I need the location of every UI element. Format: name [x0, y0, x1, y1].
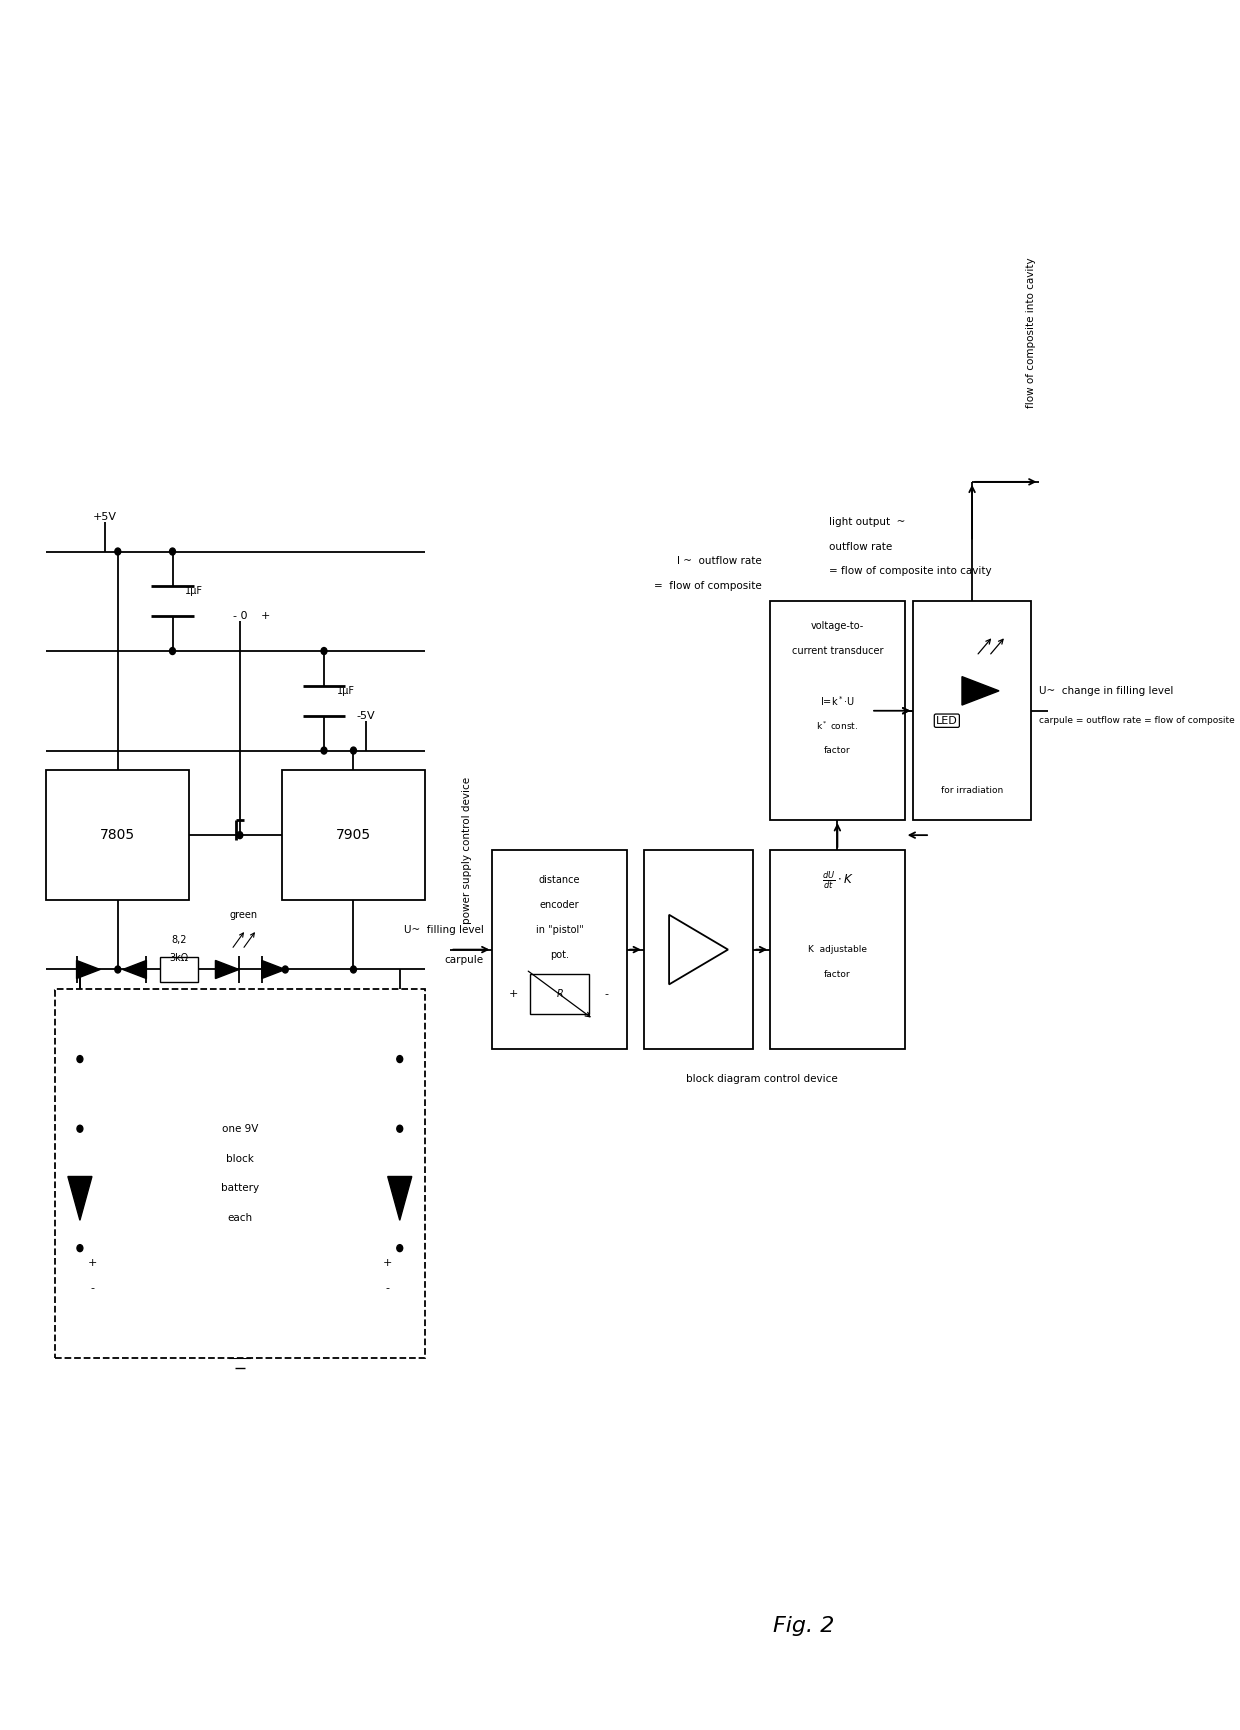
Text: voltage-to-: voltage-to- — [811, 621, 864, 631]
Circle shape — [397, 1244, 403, 1251]
Text: 8,2: 8,2 — [171, 934, 186, 945]
Text: +: + — [88, 1258, 97, 1268]
Text: +: + — [508, 990, 518, 1000]
Text: block: block — [226, 1154, 254, 1164]
Bar — [913, 602, 1030, 820]
Text: K  adjustable: K adjustable — [808, 945, 867, 953]
Polygon shape — [123, 960, 146, 979]
Text: 3kΩ: 3kΩ — [169, 953, 188, 962]
Polygon shape — [216, 960, 239, 979]
Text: distance: distance — [539, 875, 580, 886]
Text: 7805: 7805 — [100, 829, 135, 843]
Text: I ~  outflow rate: I ~ outflow rate — [677, 557, 761, 566]
Text: +: + — [260, 611, 270, 621]
Circle shape — [115, 548, 120, 555]
Bar — [55, 990, 425, 1358]
Text: flow of composite into cavity: flow of composite into cavity — [1025, 258, 1035, 408]
Circle shape — [115, 965, 120, 972]
Circle shape — [283, 965, 288, 972]
Text: R: R — [557, 990, 563, 1000]
Circle shape — [237, 832, 243, 839]
Text: +5V: +5V — [93, 512, 117, 522]
Bar — [770, 849, 905, 1048]
Text: for irradiation: for irradiation — [941, 785, 1003, 794]
Bar — [492, 849, 627, 1048]
Text: encoder: encoder — [539, 900, 579, 910]
Text: +: + — [382, 1258, 392, 1268]
Text: -: - — [91, 1284, 94, 1292]
Text: LED: LED — [936, 716, 957, 725]
Text: -5V: -5V — [357, 711, 376, 721]
Circle shape — [351, 747, 356, 754]
Text: battery: battery — [221, 1183, 259, 1194]
Text: =  flow of composite: = flow of composite — [653, 581, 761, 592]
Bar — [770, 602, 905, 820]
Text: 1μF: 1μF — [336, 685, 355, 695]
Text: light output  ~: light output ~ — [830, 517, 905, 526]
Circle shape — [170, 548, 175, 555]
Text: = flow of composite into cavity: = flow of composite into cavity — [830, 566, 992, 576]
Text: -: - — [386, 1284, 389, 1292]
Circle shape — [397, 1055, 403, 1062]
Text: U~  filling level: U~ filling level — [404, 926, 484, 934]
Text: carpule = outflow rate = flow of composite: carpule = outflow rate = flow of composi… — [1039, 716, 1235, 725]
Text: one 9V: one 9V — [222, 1124, 258, 1133]
Circle shape — [77, 1124, 83, 1131]
Polygon shape — [77, 960, 100, 979]
Text: each: each — [227, 1213, 253, 1223]
Polygon shape — [262, 960, 285, 979]
Circle shape — [321, 747, 327, 754]
Text: block diagram control device: block diagram control device — [686, 1074, 837, 1085]
Circle shape — [321, 647, 327, 654]
Text: I=k$^*$·U: I=k$^*$·U — [820, 694, 854, 708]
Circle shape — [77, 1244, 83, 1251]
Text: green: green — [229, 910, 258, 920]
Bar — [644, 849, 753, 1048]
Text: - 0: - 0 — [233, 611, 247, 621]
Bar — [46, 770, 190, 900]
Text: -: - — [604, 990, 608, 1000]
Text: power supply control device: power supply control device — [463, 777, 472, 924]
Text: factor: factor — [825, 746, 851, 754]
Text: k$^*$ const.: k$^*$ const. — [816, 720, 858, 732]
Bar — [281, 770, 425, 900]
Circle shape — [77, 1055, 83, 1062]
Polygon shape — [962, 676, 999, 706]
Text: 1μF: 1μF — [185, 586, 203, 597]
Text: $\frac{dU}{dt} \cdot K$: $\frac{dU}{dt} \cdot K$ — [822, 868, 853, 891]
Text: Fig. 2: Fig. 2 — [773, 1616, 835, 1637]
Text: pot.: pot. — [551, 950, 569, 960]
Circle shape — [170, 647, 175, 654]
Text: 7905: 7905 — [336, 829, 371, 843]
Text: in "pistol": in "pistol" — [536, 926, 584, 934]
Circle shape — [351, 965, 356, 972]
Circle shape — [397, 1124, 403, 1131]
Text: factor: factor — [825, 971, 851, 979]
Bar — [160, 957, 197, 983]
Text: outflow rate: outflow rate — [830, 541, 893, 552]
Text: U~  change in filling level: U~ change in filling level — [1039, 685, 1174, 695]
Polygon shape — [388, 1176, 412, 1220]
Bar — [531, 974, 589, 1014]
Text: carpule: carpule — [445, 955, 484, 965]
Text: current transducer: current transducer — [791, 645, 883, 656]
Polygon shape — [68, 1176, 92, 1220]
